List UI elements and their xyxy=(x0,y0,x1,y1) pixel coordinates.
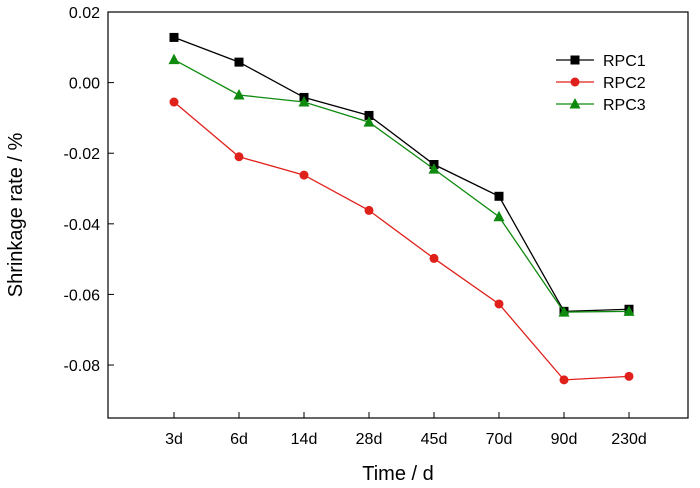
data-point-rpc2 xyxy=(624,371,634,381)
x-axis-title: Time / d xyxy=(362,463,434,485)
data-point-rpc1 xyxy=(169,32,179,42)
x-tick-label: 28d xyxy=(356,431,383,448)
data-point-rpc2 xyxy=(494,299,504,309)
y-axis: 0.02 0.00 -0.02 -0.04 -0.06 -0.08 xyxy=(64,5,114,375)
x-tick-label: 70d xyxy=(486,431,513,448)
x-tick-label: 45d xyxy=(421,431,448,448)
data-point-rpc3 xyxy=(168,53,180,65)
y-tick-label: -0.08 xyxy=(64,358,101,375)
data-point-rpc1 xyxy=(494,191,504,201)
data-point-rpc2 xyxy=(169,97,179,107)
data-point-rpc3 xyxy=(493,210,505,222)
x-axis: 3d 6d 14d 28d 45d 70d 90d 230d xyxy=(165,412,647,448)
data-point-rpc2 xyxy=(299,170,309,180)
series-rpc3 xyxy=(168,53,635,317)
data-point-rpc3 xyxy=(233,88,245,100)
data-point-rpc3 xyxy=(623,305,635,316)
y-axis-title: Shrinkage rate / % xyxy=(5,133,27,298)
y-tick-label: -0.02 xyxy=(64,146,101,163)
data-point-rpc1 xyxy=(234,57,244,67)
plot-frame xyxy=(107,11,689,419)
legend-swatch-marker xyxy=(569,98,581,109)
y-tick-label: 0.02 xyxy=(69,5,100,22)
series-layer xyxy=(168,32,635,385)
legend-item-rpc1: RPC1 xyxy=(556,53,646,70)
series-line-rpc2 xyxy=(173,101,630,381)
legend-swatch-marker xyxy=(570,55,580,65)
legend-item-rpc3: RPC3 xyxy=(556,97,646,114)
x-tick-label: 230d xyxy=(611,431,647,448)
legend: RPC1 RPC2 RPC3 xyxy=(556,53,646,114)
legend-swatch-marker xyxy=(570,77,580,87)
data-point-rpc3 xyxy=(298,96,310,107)
y-tick-label: -0.06 xyxy=(64,287,101,304)
legend-item-rpc2: RPC2 xyxy=(556,75,646,92)
data-point-rpc2 xyxy=(364,205,374,215)
data-point-rpc2 xyxy=(429,253,439,263)
series-rpc1 xyxy=(169,32,634,316)
y-tick-label: 0.00 xyxy=(69,76,100,93)
data-point-rpc3 xyxy=(558,306,570,317)
data-point-rpc2 xyxy=(234,152,244,162)
series-line-rpc1 xyxy=(173,36,630,313)
series-line-rpc3 xyxy=(173,59,630,313)
data-point-rpc3 xyxy=(363,116,375,127)
legend-label: RPC2 xyxy=(603,75,646,92)
y-tick-label: -0.04 xyxy=(64,217,101,234)
x-tick-label: 3d xyxy=(165,431,183,448)
x-tick-label: 6d xyxy=(230,431,248,448)
series-rpc2 xyxy=(169,97,634,385)
data-point-rpc2 xyxy=(559,375,569,385)
data-point-rpc3 xyxy=(428,163,440,174)
legend-label: RPC1 xyxy=(603,53,646,70)
x-tick-label: 90d xyxy=(551,431,578,448)
legend-label: RPC3 xyxy=(603,97,646,114)
x-tick-label: 14d xyxy=(291,431,318,448)
data-point-rpc1 xyxy=(364,110,374,120)
